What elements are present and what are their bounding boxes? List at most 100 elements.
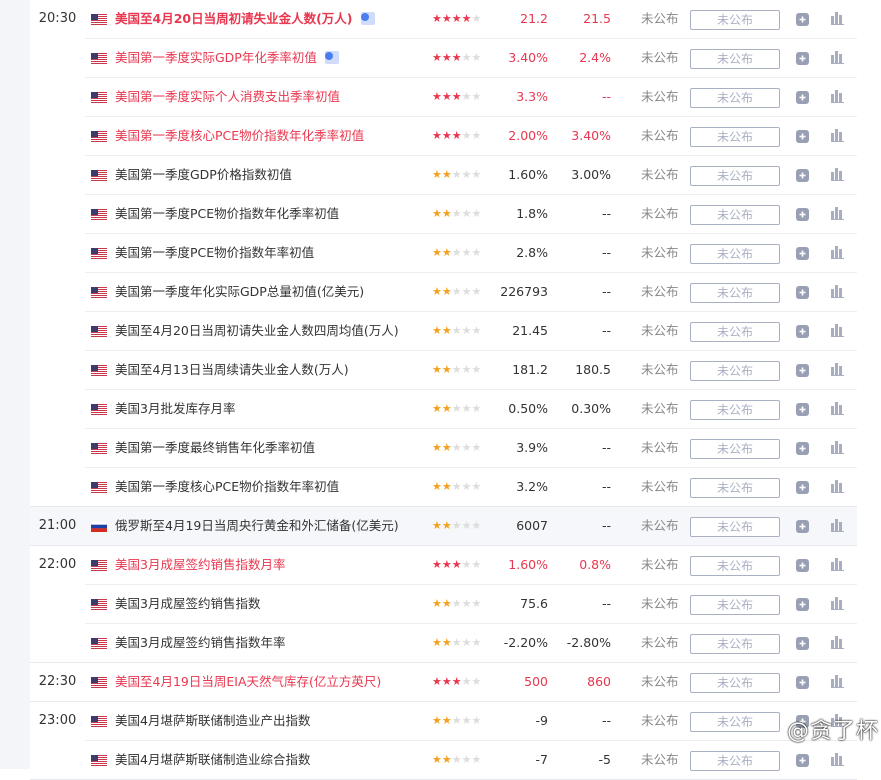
bar-chart-icon[interactable] <box>831 168 844 181</box>
table-row[interactable]: 美国3月成屋签约销售指数年率 ★★★★★ -2.20% -2.80% 未公布 未公布 <box>85 624 857 662</box>
indicator-name-cell[interactable]: 美国第一季度实际GDP年化季率初值 <box>115 39 339 77</box>
indicator-name-cell[interactable]: 美国第一季度核心PCE物价指数年率初值 <box>115 468 339 506</box>
indicator-name[interactable]: 美国第一季度PCE物价指数年化季率初值 <box>115 206 340 221</box>
indicator-name[interactable]: 美国至4月19日当周EIA天然气库存(亿立方英尺) <box>115 674 382 689</box>
indicator-name[interactable]: 美国3月成屋签约销售指数月率 <box>115 557 286 572</box>
indicator-name[interactable]: 俄罗斯至4月19日当周央行黄金和外汇储备(亿美元) <box>115 518 399 533</box>
prediction-input[interactable]: 未公布 <box>690 205 780 225</box>
prediction-input[interactable]: 未公布 <box>690 595 780 615</box>
bar-chart-icon[interactable] <box>831 558 844 571</box>
prediction-input[interactable]: 未公布 <box>690 49 780 69</box>
add-icon[interactable] <box>796 637 809 650</box>
add-icon[interactable] <box>796 208 809 221</box>
indicator-name-cell[interactable]: 美国4月堪萨斯联储制造业产出指数 <box>115 702 310 740</box>
indicator-name[interactable]: 美国第一季度PCE物价指数年率初值 <box>115 245 315 260</box>
indicator-name-cell[interactable]: 美国至4月20日当周初请失业金人数四周均值(万人) <box>115 312 399 350</box>
indicator-name[interactable]: 美国第一季度实际GDP年化季率初值 <box>115 50 317 65</box>
add-icon[interactable] <box>796 247 809 260</box>
indicator-name[interactable]: 美国第一季度实际个人消费支出季率初值 <box>115 89 341 104</box>
indicator-name-cell[interactable]: 美国第一季度GDP价格指数初值 <box>115 156 292 194</box>
indicator-name[interactable]: 美国3月成屋签约销售指数 <box>115 596 261 611</box>
indicator-name-cell[interactable]: 美国至4月13日当周续请失业金人数(万人) <box>115 351 349 389</box>
bar-chart-icon[interactable] <box>831 714 844 727</box>
indicator-name-cell[interactable]: 美国至4月19日当周EIA天然气库存(亿立方英尺) <box>115 663 381 701</box>
prediction-input[interactable]: 未公布 <box>690 478 780 498</box>
add-icon[interactable] <box>796 754 809 767</box>
bar-chart-icon[interactable] <box>831 675 844 688</box>
table-row[interactable]: 美国3月成屋签约销售指数月率 ★★★★★ 1.60% 0.8% 未公布 未公布 <box>85 546 857 585</box>
bar-chart-icon[interactable] <box>831 402 844 415</box>
bar-chart-icon[interactable] <box>831 129 844 142</box>
indicator-name-cell[interactable]: 美国第一季度年化实际GDP总量初值(亿美元) <box>115 273 364 311</box>
bar-chart-icon[interactable] <box>831 519 844 532</box>
indicator-name[interactable]: 美国3月成屋签约销售指数年率 <box>115 635 286 650</box>
prediction-input[interactable]: 未公布 <box>690 712 780 732</box>
table-row[interactable]: 美国第一季度PCE物价指数年化季率初值 ★★★★★ 1.8% -- 未公布 未公布 <box>85 195 857 234</box>
bar-chart-icon[interactable] <box>831 597 844 610</box>
add-icon[interactable] <box>796 715 809 728</box>
bar-chart-icon[interactable] <box>831 90 844 103</box>
bar-chart-icon[interactable] <box>831 480 844 493</box>
prediction-input[interactable]: 未公布 <box>690 10 780 30</box>
indicator-name-cell[interactable]: 美国第一季度核心PCE物价指数年化季率初值 <box>115 117 364 155</box>
indicator-name-cell[interactable]: 美国4月堪萨斯联储制造业综合指数 <box>115 741 310 779</box>
prediction-input[interactable]: 未公布 <box>690 361 780 381</box>
add-icon[interactable] <box>796 403 809 416</box>
add-icon[interactable] <box>796 598 809 611</box>
indicator-name-cell[interactable]: 美国第一季度最终销售年化季率初值 <box>115 429 315 467</box>
indicator-name[interactable]: 美国第一季度核心PCE物价指数年化季率初值 <box>115 128 365 143</box>
bar-chart-icon[interactable] <box>831 246 844 259</box>
indicator-name-cell[interactable]: 美国3月批发库存月率 <box>115 390 235 428</box>
indicator-name-cell[interactable]: 美国第一季度PCE物价指数年化季率初值 <box>115 195 339 233</box>
table-row[interactable]: 美国3月成屋签约销售指数 ★★★★★ 75.6 -- 未公布 未公布 <box>85 585 857 624</box>
indicator-name-cell[interactable]: 美国3月成屋签约销售指数 <box>115 585 260 623</box>
indicator-name[interactable]: 美国至4月13日当周续请失业金人数(万人) <box>115 362 349 377</box>
indicator-name-cell[interactable]: 美国至4月20日当周初请失业金人数(万人) <box>115 0 375 38</box>
add-icon[interactable] <box>796 325 809 338</box>
indicator-name[interactable]: 美国4月堪萨斯联储制造业产出指数 <box>115 713 311 728</box>
bar-chart-icon[interactable] <box>831 12 844 25</box>
add-icon[interactable] <box>796 13 809 26</box>
table-row[interactable]: 美国第一季度核心PCE物价指数年化季率初值 ★★★★★ 2.00% 3.40% 未公布未… <box>85 117 857 156</box>
table-row[interactable]: 美国第一季度最终销售年化季率初值 ★★★★★ 3.9% -- 未公布 未公布 <box>85 429 857 468</box>
bar-chart-icon[interactable] <box>831 753 844 766</box>
indicator-name[interactable]: 美国3月批发库存月率 <box>115 401 236 416</box>
prediction-input[interactable]: 未公布 <box>690 634 780 654</box>
bar-chart-icon[interactable] <box>831 207 844 220</box>
prediction-input[interactable]: 未公布 <box>690 88 780 108</box>
bar-chart-icon[interactable] <box>831 285 844 298</box>
indicator-name-cell[interactable]: 美国第一季度PCE物价指数年率初值 <box>115 234 314 272</box>
prediction-input[interactable]: 未公布 <box>690 166 780 186</box>
prediction-input[interactable]: 未公布 <box>690 673 780 693</box>
table-row[interactable]: 美国第一季度年化实际GDP总量初值(亿美元) ★★★★★ 226793 -- 未公布 未公… <box>85 273 857 312</box>
table-row[interactable]: 美国至4月20日当周初请失业金人数四周均值(万人) ★★★★★ 21.45 -- 未公布… <box>85 312 857 351</box>
add-icon[interactable] <box>796 130 809 143</box>
prediction-input[interactable]: 未公布 <box>690 517 780 537</box>
table-row[interactable]: 美国4月堪萨斯联储制造业产出指数 ★★★★★ -9 -- 未公布 未公布 <box>85 702 857 741</box>
indicator-name[interactable]: 美国第一季度年化实际GDP总量初值(亿美元) <box>115 284 365 299</box>
prediction-input[interactable]: 未公布 <box>690 439 780 459</box>
bar-chart-icon[interactable] <box>831 441 844 454</box>
prediction-input[interactable]: 未公布 <box>690 751 780 771</box>
indicator-name[interactable]: 美国第一季度最终销售年化季率初值 <box>115 440 316 455</box>
prediction-input[interactable]: 未公布 <box>690 322 780 342</box>
indicator-name[interactable]: 美国至4月20日当周初请失业金人数(万人) <box>115 11 353 26</box>
add-icon[interactable] <box>796 91 809 104</box>
prediction-input[interactable]: 未公布 <box>690 556 780 576</box>
add-icon[interactable] <box>796 676 809 689</box>
table-row[interactable]: 美国第一季度核心PCE物价指数年率初值 ★★★★★ 3.2% -- 未公布 未公布 <box>85 468 857 506</box>
indicator-name-cell[interactable]: 美国第一季度实际个人消费支出季率初值 <box>115 78 340 116</box>
table-row[interactable]: 美国至4月20日当周初请失业金人数(万人) ★★★★★ 21.2 21.5 未公布 未公布 <box>85 0 857 39</box>
add-icon[interactable] <box>796 481 809 494</box>
table-row[interactable]: 美国3月批发库存月率 ★★★★★ 0.50% 0.30% 未公布 未公布 <box>85 390 857 429</box>
table-row[interactable]: 美国第一季度实际GDP年化季率初值 ★★★★★ 3.40% 2.4% 未公布 未公布 <box>85 39 857 78</box>
bar-chart-icon[interactable] <box>831 324 844 337</box>
bar-chart-icon[interactable] <box>831 51 844 64</box>
table-row[interactable]: 俄罗斯至4月19日当周央行黄金和外汇储备(亿美元) ★★★★★ 6007 -- 未公布未… <box>85 507 857 545</box>
prediction-input[interactable]: 未公布 <box>690 400 780 420</box>
add-icon[interactable] <box>796 52 809 65</box>
prediction-input[interactable]: 未公布 <box>690 283 780 303</box>
indicator-name[interactable]: 美国4月堪萨斯联储制造业综合指数 <box>115 752 311 767</box>
indicator-name[interactable]: 美国第一季度核心PCE物价指数年率初值 <box>115 479 340 494</box>
table-row[interactable]: 美国至4月13日当周续请失业金人数(万人) ★★★★★ 181.2 180.5 未公布未… <box>85 351 857 390</box>
